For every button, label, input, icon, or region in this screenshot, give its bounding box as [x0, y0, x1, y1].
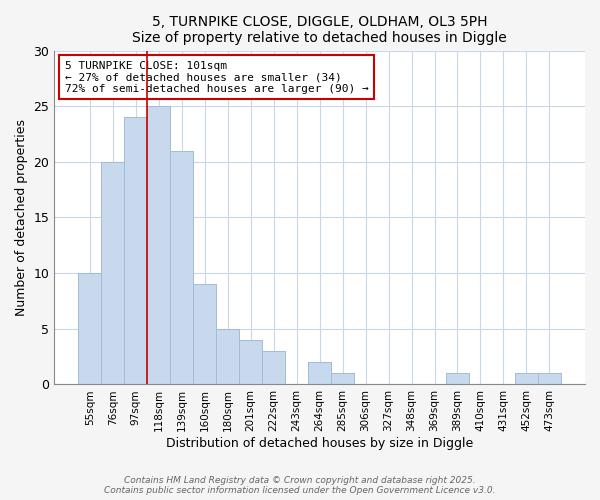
Text: 5 TURNPIKE CLOSE: 101sqm
← 27% of detached houses are smaller (34)
72% of semi-d: 5 TURNPIKE CLOSE: 101sqm ← 27% of detach… — [65, 60, 368, 94]
Bar — [331, 374, 354, 384]
Title: 5, TURNPIKE CLOSE, DIGGLE, OLDHAM, OL3 5PH
Size of property relative to detached: 5, TURNPIKE CLOSE, DIGGLE, OLDHAM, OL3 5… — [132, 15, 507, 45]
Bar — [170, 150, 193, 384]
Y-axis label: Number of detached properties: Number of detached properties — [15, 119, 28, 316]
Text: Contains HM Land Registry data © Crown copyright and database right 2025.
Contai: Contains HM Land Registry data © Crown c… — [104, 476, 496, 495]
X-axis label: Distribution of detached houses by size in Diggle: Distribution of detached houses by size … — [166, 437, 473, 450]
Bar — [239, 340, 262, 384]
Bar — [538, 374, 561, 384]
Bar — [446, 374, 469, 384]
Bar — [79, 273, 101, 384]
Bar — [515, 374, 538, 384]
Bar — [148, 106, 170, 384]
Bar — [193, 284, 216, 384]
Bar — [101, 162, 124, 384]
Bar — [262, 351, 285, 384]
Bar — [124, 118, 148, 384]
Bar — [216, 329, 239, 384]
Bar — [308, 362, 331, 384]
